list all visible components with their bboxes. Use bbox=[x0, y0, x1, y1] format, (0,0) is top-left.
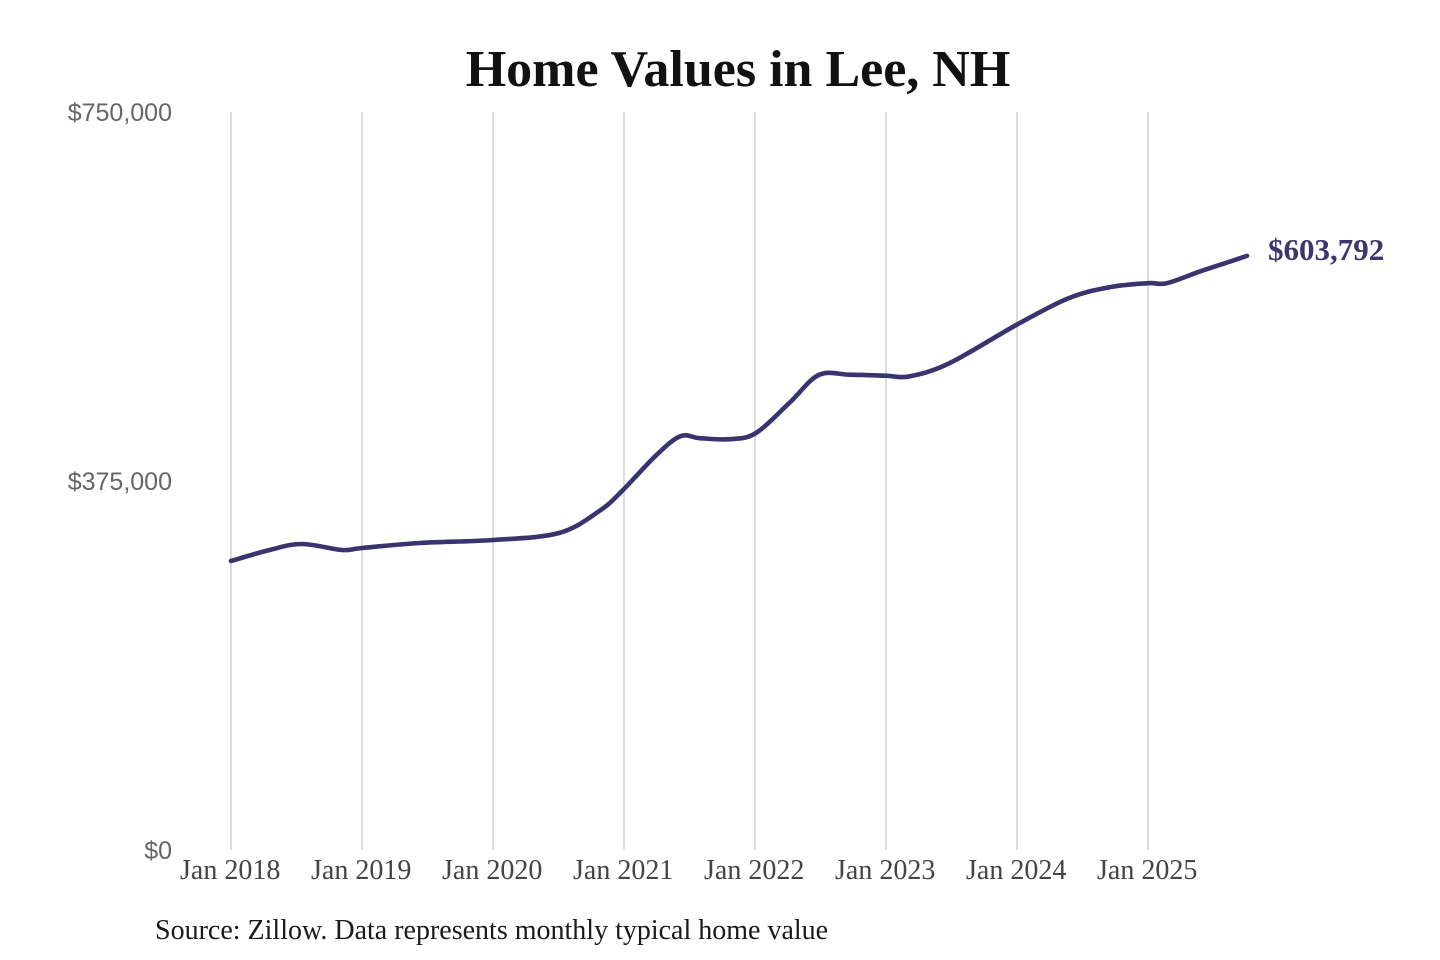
svg-text:Jan 2023: Jan 2023 bbox=[835, 855, 935, 886]
svg-text:Jan 2020: Jan 2020 bbox=[442, 855, 542, 886]
svg-text:$603,792: $603,792 bbox=[1268, 232, 1384, 267]
svg-text:Jan 2019: Jan 2019 bbox=[311, 855, 411, 886]
svg-text:$375,000: $375,000 bbox=[68, 468, 172, 496]
svg-text:Jan 2022: Jan 2022 bbox=[704, 855, 804, 886]
svg-text:$750,000: $750,000 bbox=[68, 99, 172, 127]
svg-text:$0: $0 bbox=[144, 837, 172, 865]
svg-text:Jan 2025: Jan 2025 bbox=[1097, 855, 1197, 886]
svg-text:Jan 2021: Jan 2021 bbox=[573, 855, 673, 886]
svg-text:Jan 2018: Jan 2018 bbox=[180, 855, 280, 886]
svg-text:Jan 2024: Jan 2024 bbox=[966, 855, 1066, 886]
